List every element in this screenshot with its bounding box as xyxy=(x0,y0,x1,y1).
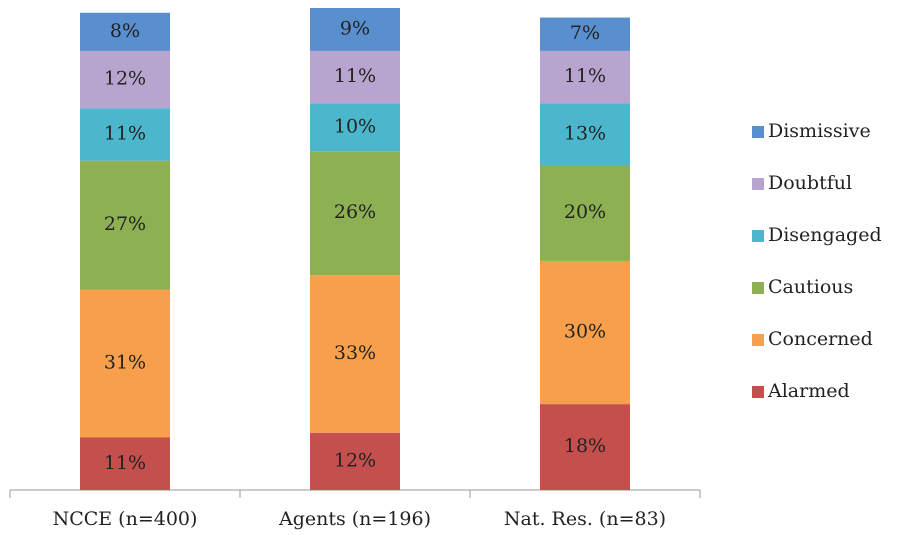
legend-label: Alarmed xyxy=(767,380,850,402)
data-label: 11% xyxy=(104,122,146,144)
legend-swatch xyxy=(752,282,764,294)
data-label: 31% xyxy=(104,352,146,374)
data-label: 8% xyxy=(110,20,140,42)
data-label: 12% xyxy=(334,449,376,471)
bar-segment xyxy=(540,404,630,490)
bar-segment xyxy=(310,432,400,490)
bar-segment xyxy=(540,17,630,51)
bar-segment xyxy=(80,160,170,290)
bar-segment xyxy=(80,289,170,438)
x-tick-label: Nat. Res. (n=83) xyxy=(504,508,666,530)
bar-segment xyxy=(540,165,630,261)
bar-segment xyxy=(80,50,170,109)
data-label: 20% xyxy=(564,201,606,223)
data-label: 30% xyxy=(564,321,606,343)
legend-swatch xyxy=(752,178,764,190)
x-tick-label: NCCE (n=400) xyxy=(53,508,198,530)
data-label: 13% xyxy=(564,122,606,144)
legend-swatch xyxy=(752,230,764,242)
bar-segment xyxy=(80,437,170,490)
bar-segment xyxy=(80,12,170,51)
bar-segment xyxy=(540,260,630,405)
bar-segment xyxy=(540,50,630,104)
legend-label: Concerned xyxy=(768,328,873,350)
bar-segment xyxy=(310,151,400,276)
data-label: 10% xyxy=(334,115,376,137)
data-label: 27% xyxy=(104,213,146,235)
data-label: 26% xyxy=(334,201,376,223)
legend-swatch xyxy=(752,334,764,346)
legend-label: Disengaged xyxy=(768,224,882,246)
bar-segment xyxy=(310,8,400,51)
legend-swatch xyxy=(752,126,764,138)
data-label: 11% xyxy=(564,65,606,87)
bar-segment xyxy=(310,275,400,433)
data-label: 7% xyxy=(570,22,600,44)
legend-label: Dismissive xyxy=(768,120,871,142)
bar-segment xyxy=(310,50,400,104)
data-label: 18% xyxy=(564,435,606,457)
legend-label: Cautious xyxy=(768,276,853,298)
bar-segment xyxy=(310,103,400,152)
bar-segment xyxy=(540,103,630,166)
data-label: 11% xyxy=(104,452,146,474)
legend-label: Doubtful xyxy=(768,172,852,194)
x-tick-label: Agents (n=196) xyxy=(278,508,431,530)
bar-segment xyxy=(80,108,170,161)
data-label: 33% xyxy=(334,342,376,364)
data-label: 11% xyxy=(334,65,376,87)
data-label: 9% xyxy=(340,17,370,39)
legend-swatch xyxy=(752,386,764,398)
data-label: 12% xyxy=(104,68,146,90)
